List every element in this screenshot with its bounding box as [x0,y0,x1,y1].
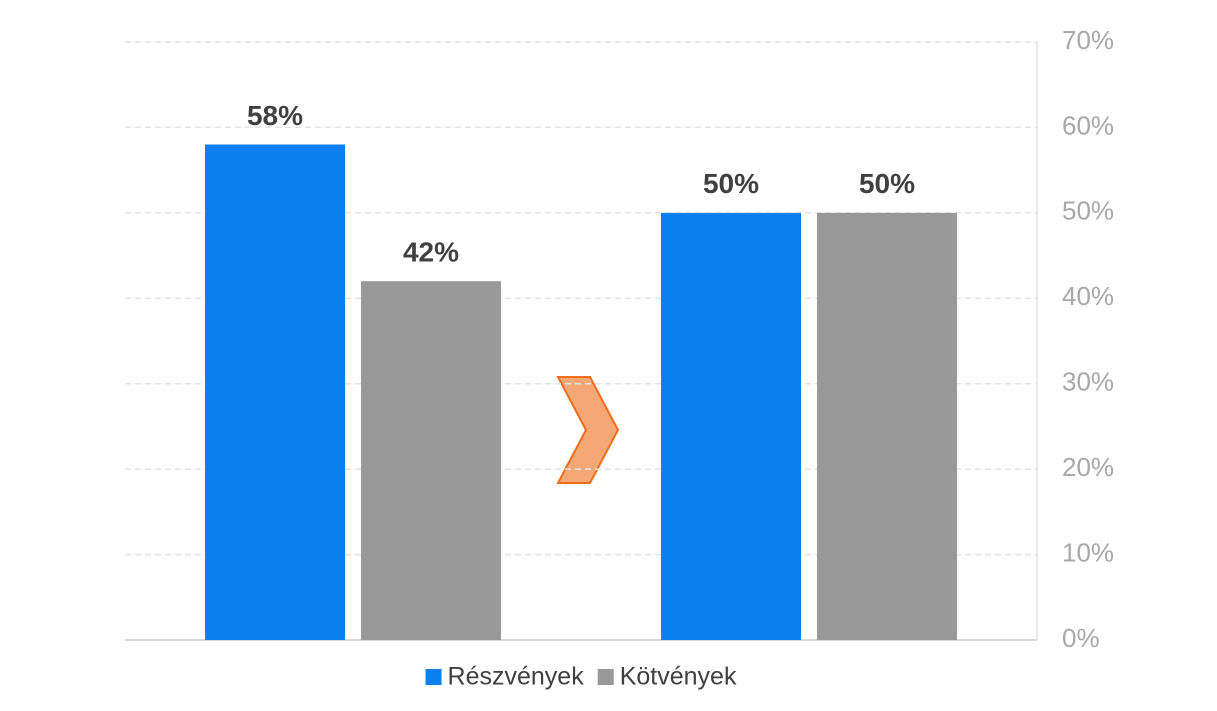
bar [817,212,957,640]
legend-swatch [425,669,442,685]
value-label: 42% [403,237,459,268]
bar [661,212,801,640]
value-label: 58% [247,100,303,131]
value-label: 50% [703,168,759,199]
y-tick-label: 70% [1062,25,1114,55]
y-tick-label: 30% [1062,367,1114,397]
legend-label: Részvények [448,663,585,691]
legend-swatch [597,669,614,685]
y-tick-label: 0% [1062,623,1100,653]
y-tick-label: 40% [1062,281,1114,311]
bar [361,281,501,640]
y-tick-label: 20% [1062,452,1114,482]
y-tick-label: 10% [1062,537,1114,567]
y-tick-label: 50% [1062,196,1114,226]
legend-label: Kötvények [620,663,737,691]
bar [205,144,345,640]
arrow-icon [556,376,620,484]
value-label: 50% [859,168,915,199]
y-tick-label: 60% [1062,110,1114,140]
